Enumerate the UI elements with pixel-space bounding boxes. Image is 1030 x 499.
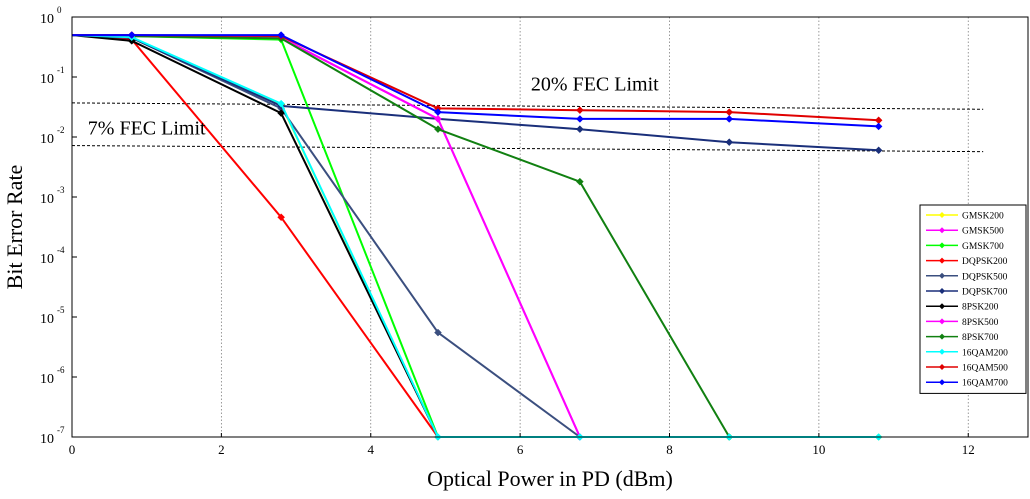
point-16QAM500-4 [576, 106, 584, 115]
legend-marker-16QAM500 [939, 364, 945, 370]
x-tick-label-2: 2 [218, 442, 225, 457]
legend-label-DQPSK200: DQPSK200 [962, 257, 1008, 267]
legend-label-8PSK700: 8PSK700 [962, 333, 999, 343]
point-8PSK700-4 [576, 177, 584, 186]
x-tick-label-4: 4 [368, 442, 375, 457]
series-line-16QAM200 [71, 34, 879, 438]
y-tick-label-base-2: 10 [40, 132, 54, 147]
point-8PSK500-3 [434, 115, 442, 123]
y-tick-label-exp-0: 0 [57, 5, 62, 15]
plot-frame [71, 16, 1029, 438]
x-tick-label-8: 8 [666, 442, 673, 457]
y-tick-label-base-5: 10 [40, 312, 54, 327]
x-tick-label-6: 6 [517, 442, 524, 457]
y-tick-label-base-4: 10 [40, 252, 54, 267]
x-axis-label: Optical Power in PD (dBm) [427, 466, 673, 491]
y-tick-label-exp-1: -1 [57, 65, 65, 75]
legend-marker-8PSK500 [939, 318, 945, 325]
series-line-GMSK200 [71, 34, 879, 438]
annotation-0: 20% FEC Limit [531, 73, 659, 95]
legend-marker-DQPSK500 [939, 272, 945, 279]
series-line-8PSK700 [71, 34, 731, 438]
y-tick-label-base-0: 10 [40, 12, 54, 27]
point-16QAM700-2 [277, 31, 285, 39]
point-16QAM700-3 [434, 108, 442, 116]
point-DQPSK200-2 [277, 213, 285, 222]
annotations: 20% FEC Limit 7% FEC Limit [88, 73, 659, 139]
x-ticks: 0 2 4 6 8 10 12 [69, 433, 975, 457]
legend-marker-16QAM700 [939, 379, 945, 386]
legend: GMSK200 GMSK500 GMSK700 DQPSK200 DQPSK500 DQP… [919, 204, 1027, 394]
limit-line-1 [71, 145, 984, 153]
series-line-8PSK200 [71, 34, 439, 438]
legend-marker-DQPSK200 [939, 257, 945, 264]
legend-label-16QAM700: 16QAM700 [962, 379, 1008, 389]
y-tick-label-base-1: 10 [40, 72, 54, 87]
legend-label-GMSK700: GMSK700 [962, 242, 1004, 252]
point-DQPSK700-6 [874, 146, 883, 155]
legend-label-16QAM200: 16QAM200 [962, 348, 1008, 358]
point-16QAM700-5 [725, 115, 734, 123]
y-tick-label-exp-3: -3 [57, 185, 65, 195]
point-16QAM500-5 [725, 108, 734, 116]
limit-line-0 [71, 102, 984, 110]
point-16QAM700-6 [874, 122, 883, 131]
point-DQPSK700-5 [725, 138, 734, 147]
legend-label-GMSK500: GMSK500 [962, 227, 1004, 237]
series-line-DQPSK500 [71, 34, 581, 438]
x-tick-label-12: 12 [962, 442, 975, 457]
legend-marker-GMSK200 [939, 212, 945, 218]
y-tick-label-base-3: 10 [40, 192, 54, 207]
point-8PSK200-2 [277, 109, 285, 117]
y-tick-label-exp-6: -6 [57, 365, 65, 375]
point-16QAM700-4 [576, 115, 584, 123]
x-tick-label-0: 0 [69, 442, 76, 457]
legend-marker-GMSK500 [939, 227, 945, 234]
point-DQPSK700-4 [576, 125, 584, 134]
legend-label-DQPSK700: DQPSK700 [962, 288, 1008, 298]
y-tick-label-exp-7: -7 [57, 425, 65, 435]
legend-label-8PSK200: 8PSK200 [962, 303, 999, 313]
legend-label-GMSK200: GMSK200 [962, 212, 1004, 222]
legend-marker-8PSK700 [939, 333, 945, 340]
legend-marker-GMSK700 [939, 242, 945, 249]
y-tick-label-exp-2: -2 [57, 125, 65, 135]
series-line-GMSK500 [72, 34, 581, 438]
y-tick-label-exp-4: -4 [57, 245, 65, 255]
legend-marker-16QAM200 [939, 348, 945, 355]
y-tick-label-base-6: 10 [40, 372, 54, 387]
legend-label-16QAM500: 16QAM500 [962, 364, 1008, 374]
legend-box [919, 204, 1027, 394]
point-DQPSK500-3 [434, 328, 442, 337]
annotation-1: 7% FEC Limit [88, 118, 206, 140]
legend-label-8PSK500: 8PSK500 [962, 318, 999, 328]
legend-marker-DQPSK700 [939, 288, 945, 294]
legend-label-DQPSK500: DQPSK500 [962, 272, 1008, 282]
y-tick-label-exp-5: -5 [57, 305, 65, 315]
point-16QAM700-1 [127, 31, 136, 39]
series-line-8PSK500 [72, 34, 581, 438]
point-8PSK700-3 [434, 125, 442, 134]
y-tick-label-base-7: 10 [40, 432, 54, 447]
fec-limit-lines [71, 102, 984, 153]
series-lines [71, 31, 883, 441]
y-axis-label: Bit Error Rate [2, 165, 27, 290]
point-16QAM200-2 [277, 99, 285, 108]
x-tick-label-10: 10 [812, 442, 825, 457]
legend-marker-8PSK200 [939, 303, 945, 310]
